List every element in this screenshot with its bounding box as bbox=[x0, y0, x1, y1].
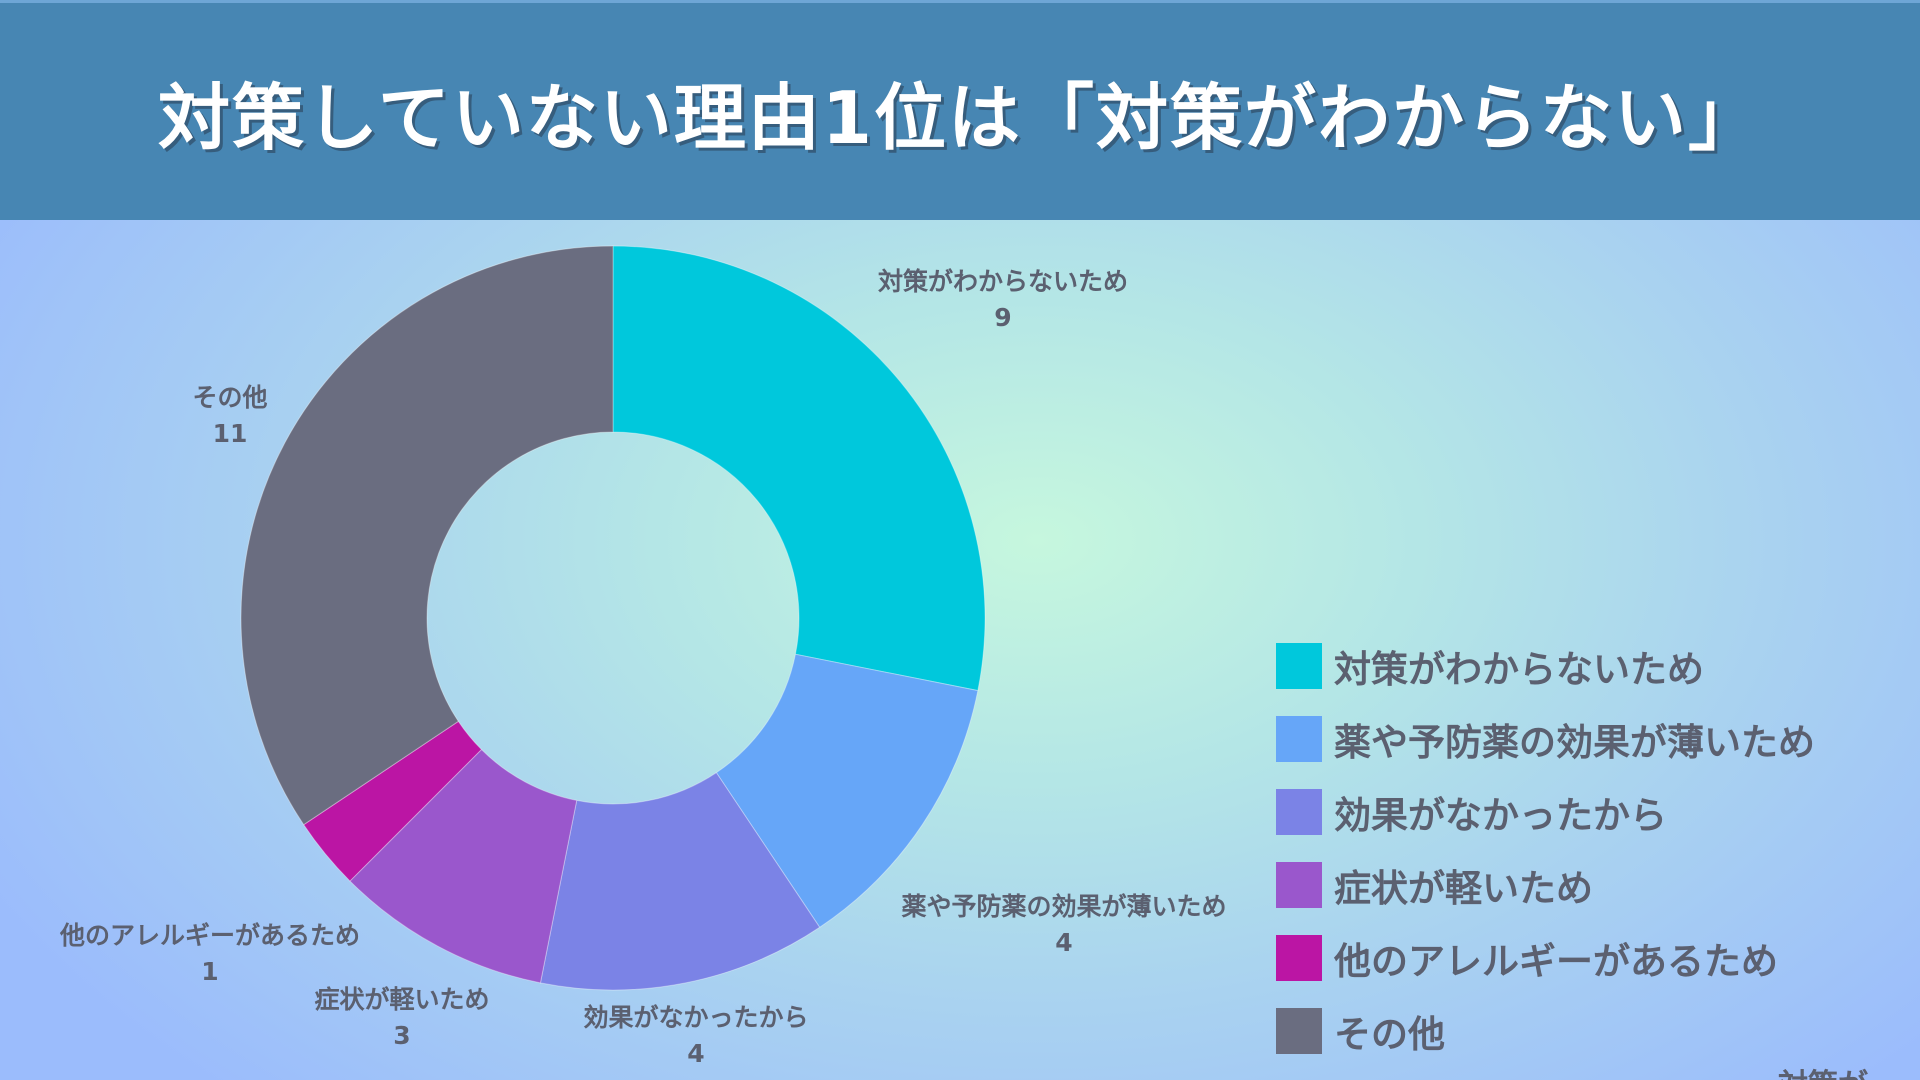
legend-label: 症状が軽いため bbox=[1334, 867, 1593, 910]
slice-label-category: 症状が軽いため bbox=[314, 985, 490, 1014]
slice-data-label: 効果がなかったから 4 bbox=[583, 1000, 808, 1072]
slice-label-category: 対策がわからないため bbox=[877, 267, 1129, 296]
donut-slice bbox=[240, 245, 614, 826]
slice-label-value: 4 bbox=[687, 1039, 705, 1068]
donut-slice bbox=[539, 771, 821, 991]
legend-swatch bbox=[1276, 716, 1322, 762]
slice-label-category: 薬や予防薬の効果が薄いため bbox=[901, 892, 1227, 921]
slice-data-label: 症状が軽いため 3 bbox=[314, 982, 489, 1054]
slice-data-label: その他 11 bbox=[192, 380, 267, 452]
slice-label-value: 9 bbox=[994, 303, 1012, 332]
legend-label: 他のアレルギーがあるため bbox=[1334, 940, 1778, 983]
slice-label-category: 効果がなかったから bbox=[583, 1003, 809, 1032]
legend-swatch bbox=[1276, 643, 1322, 689]
legend-swatch bbox=[1276, 862, 1322, 908]
legend-item: 薬や予防薬の効果が薄いため bbox=[1276, 716, 1815, 764]
legend-label: 効果がなかったから bbox=[1334, 794, 1667, 837]
legend-label: 対策がわからないため bbox=[1334, 648, 1704, 691]
title-banner: 対策していない理由1位は「対策がわからない」 bbox=[0, 0, 1920, 220]
donut-slice bbox=[349, 748, 578, 984]
legend-item: 対策がわからないため bbox=[1276, 643, 1815, 691]
legend-swatch bbox=[1276, 789, 1322, 835]
legend-item: 他のアレルギーがあるため bbox=[1276, 935, 1815, 983]
watermark-text: 対策が bbox=[1778, 1060, 1868, 1080]
legend-item: 症状が軽いため bbox=[1276, 862, 1815, 910]
legend-item: 効果がなかったから bbox=[1276, 789, 1815, 837]
slice-label-value: 4 bbox=[1055, 928, 1073, 957]
slice-label-value: 3 bbox=[393, 1021, 411, 1050]
legend-swatch bbox=[1276, 935, 1322, 981]
slice-data-label: 薬や予防薬の効果が薄いため 4 bbox=[901, 889, 1226, 961]
page-title: 対策していない理由1位は「対策がわからない」 bbox=[158, 76, 1762, 160]
slice-label-value: 1 bbox=[201, 957, 219, 986]
slice-label-category: その他 bbox=[192, 383, 268, 412]
donut-slice bbox=[612, 245, 986, 692]
slice-label-value: 11 bbox=[212, 419, 248, 448]
slice-data-label: 他のアレルギーがあるため 1 bbox=[60, 918, 360, 990]
donut-slice bbox=[715, 653, 979, 929]
legend-item: その他 bbox=[1276, 1008, 1815, 1056]
slice-label-category: 他のアレルギーがあるため bbox=[59, 921, 361, 950]
slice-data-label: 対策がわからないため 9 bbox=[878, 264, 1128, 336]
legend-label: 薬や予防薬の効果が薄いため bbox=[1334, 721, 1815, 764]
legend-label: その他 bbox=[1334, 1013, 1445, 1056]
legend-swatch bbox=[1276, 1008, 1322, 1054]
chart-legend: 対策がわからないため薬や予防薬の効果が薄いため 効果がなかったから 症状が軽いため他… bbox=[1276, 643, 1815, 1080]
